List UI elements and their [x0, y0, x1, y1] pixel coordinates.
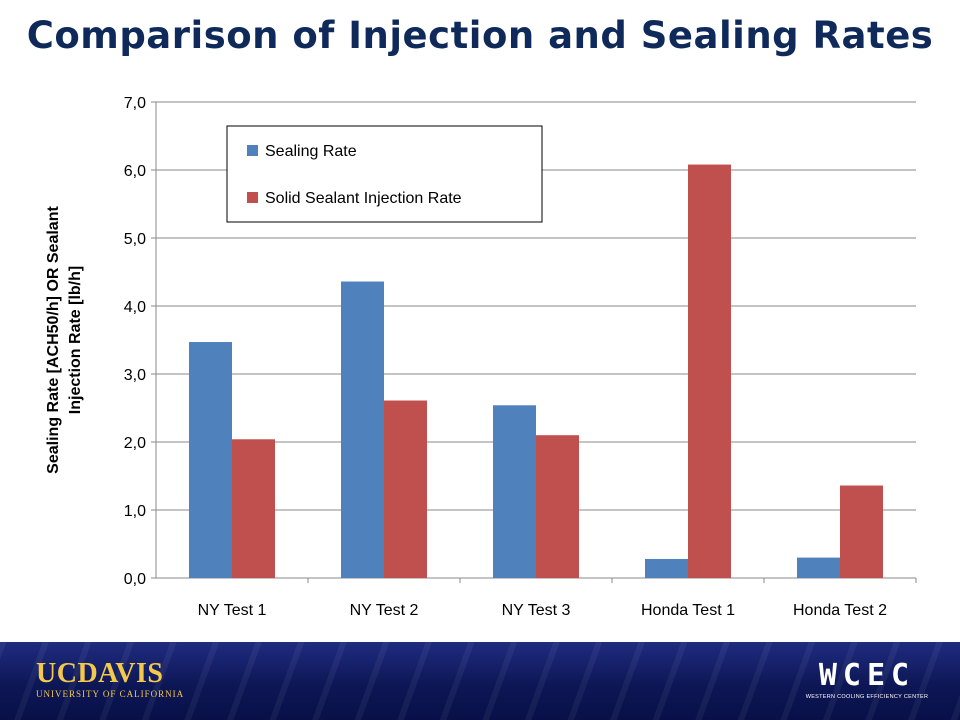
- y-tick-label: 4,0: [124, 299, 146, 316]
- wcec-logo-sub: WESTERN COOLING EFFICIENCY CENTER: [805, 694, 929, 700]
- y-axis-title: Sealing Rate [ACH50/h] OR Sealant Injecti…: [45, 206, 84, 474]
- legend: Sealing Rate Solid Sealant Injection Rate: [226, 125, 543, 223]
- ucdavis-logo-main: UCDAVIS: [36, 658, 164, 689]
- bar-sealing-rate-3: [493, 405, 536, 578]
- y-axis-title-line: Injection Rate [lb/h]: [67, 266, 84, 414]
- legend-label: Solid Sealant Injection Rate: [265, 190, 462, 207]
- wcec-logo-main: WCEC: [818, 658, 916, 693]
- y-tick-label: 0,0: [124, 571, 146, 588]
- x-tick-label: NY Test 1: [198, 602, 267, 619]
- legend-label: Sealing Rate: [265, 143, 357, 160]
- y-axis-label: Sealing Rate [ACH50/h] OR Sealant Injecti…: [45, 206, 84, 474]
- ucdavis-logo: UCDAVIS UNIVERSITY OF CALIFORNIA: [36, 658, 185, 700]
- x-tick-label: Honda Test 1: [641, 602, 735, 619]
- bar-solid-sealant-injection-rate-2: [384, 400, 427, 578]
- y-tick-label: 6,0: [124, 163, 146, 180]
- legend-box: [226, 125, 543, 223]
- bar-sealing-rate-4: [645, 558, 688, 578]
- ucdavis-logo-sub: UNIVERSITY OF CALIFORNIA: [36, 689, 185, 699]
- bar-chart: 0,0 1,0 2,0 3,0 4,0 5,0 6,0 7,0 NY Test 1 NY Test…: [45, 95, 917, 619]
- x-tick-label: NY Test 2: [350, 602, 419, 619]
- bar-sealing-rate-5: [797, 557, 840, 578]
- tick-labels: 0,0 1,0 2,0 3,0 4,0 5,0 6,0 7,0 NY Test 1 NY Test…: [124, 95, 887, 619]
- legend-swatch: [247, 192, 258, 203]
- bar-solid-sealant-injection-rate-5: [840, 485, 883, 578]
- bar-sealing-rate-1: [189, 342, 232, 578]
- wcec-logo: WCEC WESTERN COOLING EFFICIENCY CENTER: [800, 658, 934, 701]
- slide-title: Comparison of Injection and Sealing Rate…: [26, 14, 934, 57]
- y-tick-label: 2,0: [124, 435, 146, 452]
- footer-bar: UCDAVIS UNIVERSITY OF CALIFORNIA WCEC WE…: [0, 642, 960, 720]
- x-tick-label: Honda Test 2: [793, 602, 887, 619]
- y-tick-label: 5,0: [124, 231, 146, 248]
- y-tick-label: 1,0: [124, 503, 146, 520]
- bar-solid-sealant-injection-rate-3: [536, 435, 579, 578]
- bar-solid-sealant-injection-rate-4: [688, 164, 731, 578]
- y-tick-label: 3,0: [124, 367, 146, 384]
- bars: [189, 164, 883, 578]
- footer-decoration: [0, 642, 960, 720]
- y-tick-label: 7,0: [124, 95, 146, 112]
- x-tick-label: NY Test 3: [502, 602, 571, 619]
- bar-solid-sealant-injection-rate-1: [232, 439, 275, 578]
- legend-swatch: [247, 145, 258, 156]
- bar-sealing-rate-2: [341, 281, 384, 578]
- y-axis-title-line: Sealing Rate [ACH50/h] OR Sealant: [45, 206, 62, 474]
